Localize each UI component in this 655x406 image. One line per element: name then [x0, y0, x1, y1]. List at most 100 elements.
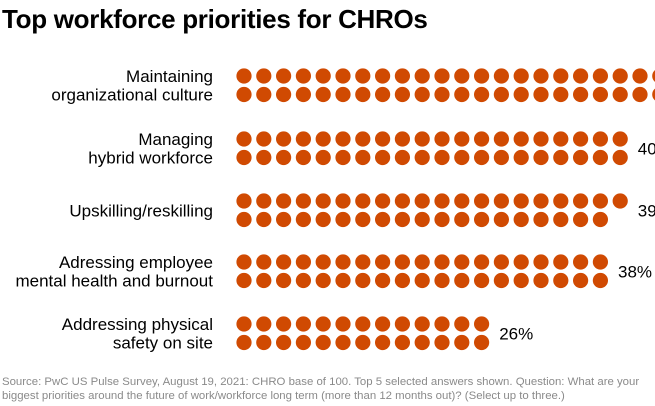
dot — [414, 149, 430, 166]
dot — [553, 149, 569, 166]
dot — [454, 68, 470, 84]
dot — [236, 86, 252, 103]
dot — [454, 211, 470, 228]
value-label: 39% — [638, 201, 655, 220]
dot — [355, 131, 371, 147]
dot — [355, 272, 371, 289]
dot — [414, 86, 430, 103]
dot — [434, 149, 450, 166]
dot — [612, 86, 628, 103]
dot — [375, 254, 391, 270]
dot — [474, 211, 490, 228]
dot — [454, 149, 470, 166]
dot — [573, 68, 589, 84]
dot — [474, 254, 490, 270]
dot — [513, 272, 529, 289]
dot — [414, 334, 430, 351]
dot — [592, 149, 609, 166]
dot — [236, 334, 252, 351]
dot — [573, 149, 589, 166]
dot — [414, 254, 430, 270]
category-label: Maintaining — [126, 67, 213, 86]
dot — [553, 272, 569, 289]
dot-group — [236, 68, 655, 103]
dot — [315, 211, 331, 228]
dot — [236, 211, 252, 228]
dot — [474, 334, 490, 351]
dot — [632, 86, 648, 103]
dot — [454, 272, 470, 289]
dot — [276, 86, 292, 103]
dot — [295, 68, 311, 84]
dot — [335, 193, 351, 209]
dot — [493, 131, 509, 147]
dot — [533, 193, 549, 209]
dot — [295, 254, 311, 270]
dot — [335, 86, 351, 103]
dot — [355, 254, 371, 270]
dot — [355, 193, 371, 209]
dot — [315, 193, 331, 209]
dot — [256, 68, 272, 84]
dot — [236, 254, 252, 270]
dot — [513, 131, 529, 147]
dot — [434, 211, 450, 228]
dot — [493, 86, 509, 103]
dot — [295, 334, 311, 351]
dot — [493, 193, 509, 209]
dot — [394, 334, 410, 351]
dot — [533, 254, 549, 270]
dot — [434, 86, 450, 103]
dot — [652, 88, 655, 101]
dot — [276, 131, 292, 147]
dot — [434, 193, 450, 209]
dot — [256, 334, 272, 351]
dot — [335, 272, 351, 289]
dot — [236, 193, 252, 209]
dot — [394, 316, 410, 332]
dot — [454, 193, 470, 209]
dot — [276, 193, 292, 209]
dot — [533, 86, 549, 103]
dot — [355, 149, 371, 166]
dot — [375, 193, 391, 209]
dot — [573, 272, 589, 289]
category-label: hybrid workforce — [88, 149, 213, 168]
dot — [573, 211, 589, 228]
dot — [573, 131, 589, 147]
dot — [454, 316, 470, 332]
dot — [414, 131, 430, 147]
category-label: Upskilling/reskilling — [69, 201, 213, 220]
dot — [652, 70, 655, 82]
dot — [315, 334, 331, 351]
dot — [394, 272, 410, 289]
dot — [553, 193, 569, 209]
dot — [394, 149, 410, 166]
dot — [375, 316, 391, 332]
dot — [276, 149, 292, 166]
dot — [573, 254, 589, 270]
dot — [295, 86, 311, 103]
chart-title: Top workforce priorities for CHROs — [2, 4, 428, 34]
dot — [295, 272, 311, 289]
dot — [474, 193, 490, 209]
dot — [474, 86, 490, 103]
category-label: safety on site — [113, 334, 213, 353]
dot — [256, 272, 272, 289]
dot — [513, 149, 529, 166]
dot — [355, 68, 371, 84]
dot — [434, 254, 450, 270]
dot — [355, 211, 371, 228]
dot — [276, 316, 292, 332]
category-label: mental health and burnout — [15, 272, 213, 291]
dot — [375, 211, 391, 228]
dot — [493, 68, 509, 84]
dot-group — [236, 131, 628, 166]
dot — [414, 316, 430, 332]
dot — [573, 193, 589, 209]
dot — [592, 272, 609, 289]
category-label: Managing — [138, 130, 213, 149]
dot — [295, 131, 311, 147]
dot — [474, 149, 490, 166]
dot — [454, 131, 470, 147]
